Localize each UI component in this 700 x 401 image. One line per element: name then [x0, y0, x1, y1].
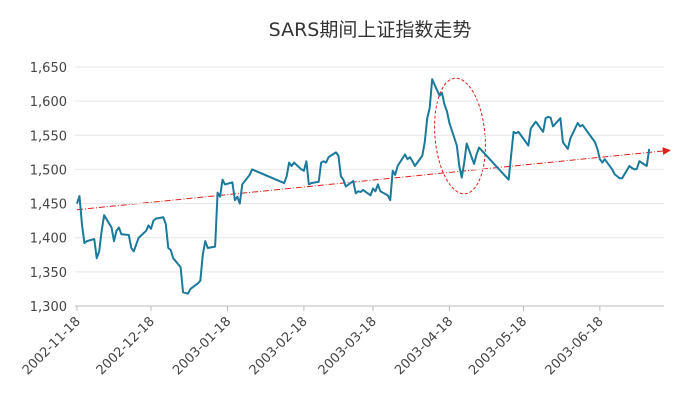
y-tick-label: 1,500	[30, 163, 67, 178]
y-tick-label: 1,550	[30, 129, 67, 144]
y-tick-label: 1,350	[30, 266, 67, 281]
y-tick-label: 1,600	[30, 95, 67, 110]
y-tick-label: 1,450	[30, 198, 67, 213]
y-tick-label: 1,300	[30, 300, 67, 315]
trend-line	[76, 147, 671, 211]
y-tick-label: 1,650	[30, 61, 67, 76]
chart-title: SARS期间上证指数走势	[269, 19, 472, 41]
y-tick-label: 1,400	[30, 232, 67, 247]
price-line	[76, 78, 651, 295]
highlight-ellipse	[434, 77, 486, 195]
